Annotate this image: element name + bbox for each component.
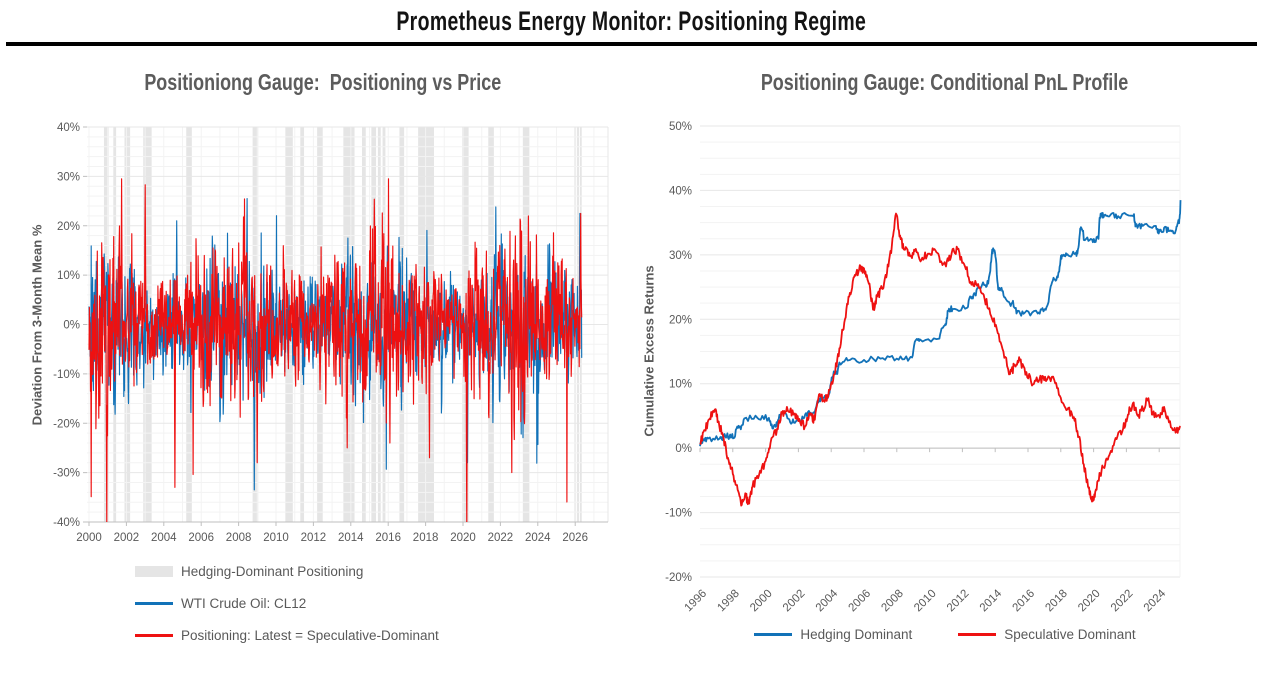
- legend-item-positioning: Positioning: Latest = Speculative-Domina…: [135, 619, 439, 651]
- right-chart-legend: Hedging Dominant Speculative Dominant: [635, 627, 1255, 642]
- svg-text:2016: 2016: [375, 532, 401, 544]
- svg-text:10%: 10%: [669, 379, 692, 391]
- svg-text:-10%: -10%: [53, 369, 80, 381]
- legend-label: Speculative Dominant: [1004, 627, 1136, 642]
- svg-text:2024: 2024: [1142, 587, 1169, 614]
- svg-text:2010: 2010: [912, 588, 939, 615]
- svg-text:30%: 30%: [57, 171, 80, 183]
- left-y-axis-title: Deviation From 3-Month Mean %: [29, 224, 45, 426]
- legend-item-hedging-dominant: Hedging Dominant: [754, 627, 912, 642]
- svg-text:2008: 2008: [226, 532, 252, 544]
- svg-text:-10%: -10%: [665, 508, 692, 520]
- svg-text:2004: 2004: [151, 532, 177, 544]
- left-chart-title-text: Positioniong Gauge: Positioning vs Price: [144, 69, 501, 95]
- svg-text:40%: 40%: [669, 185, 692, 197]
- blue-line-swatch: [754, 633, 793, 636]
- svg-text:2008: 2008: [879, 588, 906, 615]
- blue-line-swatch: [135, 601, 173, 605]
- right-chart-canvas: 50%40%30%20%10%0%-10%-20%1996 1998 2000 200…: [665, 121, 1182, 615]
- legend-label: Hedging-Dominant Positioning: [181, 563, 364, 579]
- svg-text:2000: 2000: [748, 588, 775, 615]
- svg-text:10%: 10%: [57, 270, 80, 282]
- legend-label: Hedging Dominant: [800, 627, 913, 642]
- svg-text:-30%: -30%: [53, 468, 80, 480]
- right-y-axis-title: Cumulative Excess Returns: [641, 265, 657, 437]
- svg-text:2026: 2026: [562, 532, 588, 544]
- left-chart-title: Positioniong Gauge: Positioning vs Price: [15, 69, 630, 96]
- svg-text:2022: 2022: [1109, 588, 1136, 615]
- svg-text:1998: 1998: [715, 588, 742, 615]
- left-chart-legend: Hedging-Dominant Positioning WTI Crude O…: [135, 555, 439, 651]
- svg-text:-20%: -20%: [665, 572, 692, 584]
- red-line-swatch: [958, 633, 997, 636]
- report-header: Prometheus Energy Monitor: Positioning R…: [0, 6, 1263, 37]
- svg-text:0%: 0%: [675, 443, 692, 455]
- svg-text:1996: 1996: [683, 588, 710, 615]
- svg-text:2012: 2012: [945, 588, 972, 615]
- band-swatch: [135, 565, 173, 577]
- svg-text:2016: 2016: [1011, 588, 1038, 615]
- svg-text:2010: 2010: [263, 532, 289, 544]
- svg-text:20%: 20%: [669, 314, 692, 326]
- svg-text:-40%: -40%: [53, 517, 80, 529]
- chart-conditional-pnl: 50% 40% 30% 20% 10% 0% -10% -20% 1996 1998 2000 200…: [635, 55, 1255, 677]
- svg-text:2022: 2022: [488, 532, 514, 544]
- svg-text:50%: 50%: [669, 121, 692, 133]
- svg-text:-20%: -20%: [53, 418, 80, 430]
- right-chart-title: Positioning Gauge: Conditional PnL Profi…: [635, 69, 1255, 96]
- svg-text:2000: 2000: [76, 532, 102, 544]
- svg-text:2002: 2002: [781, 588, 808, 615]
- red-line-swatch: [135, 633, 173, 637]
- svg-text:30%: 30%: [669, 250, 692, 262]
- chart-positioning-vs-price: 40% 30% 20% 10% 0% -10% -20% -30% -40% 2000 2002 20…: [15, 55, 630, 677]
- svg-text:2012: 2012: [301, 532, 327, 544]
- svg-text:2004: 2004: [814, 587, 841, 614]
- svg-text:2014: 2014: [338, 532, 364, 544]
- legend-item-wti: WTI Crude Oil: CL12: [135, 587, 439, 619]
- svg-text:2006: 2006: [188, 532, 214, 544]
- legend-label: WTI Crude Oil: CL12: [181, 595, 307, 611]
- svg-text:0%: 0%: [63, 320, 80, 332]
- svg-text:2020: 2020: [1076, 588, 1103, 615]
- svg-text:2018: 2018: [1043, 588, 1070, 615]
- left-chart-canvas: 40% 30% 20% 10% 0% -10% -20% -30% -40% 2000 2002 20…: [53, 122, 609, 544]
- legend-item-speculative-dominant: Speculative Dominant: [958, 627, 1136, 642]
- svg-text:20%: 20%: [57, 221, 80, 233]
- svg-text:2018: 2018: [413, 532, 439, 544]
- svg-text:2024: 2024: [525, 532, 551, 544]
- right-chart-title-text: Positioning Gauge: Conditional PnL Profi…: [761, 69, 1129, 95]
- svg-text:2020: 2020: [450, 532, 476, 544]
- svg-text:2006: 2006: [847, 588, 874, 615]
- header-divider: [6, 42, 1257, 46]
- svg-text:2014: 2014: [978, 587, 1005, 614]
- legend-label: Positioning: Latest = Speculative-Domina…: [181, 627, 439, 643]
- svg-text:2002: 2002: [114, 532, 140, 544]
- legend-item-hedging-band: Hedging-Dominant Positioning: [135, 555, 439, 587]
- svg-text:40%: 40%: [57, 122, 80, 134]
- page-title: Prometheus Energy Monitor: Positioning R…: [396, 6, 867, 36]
